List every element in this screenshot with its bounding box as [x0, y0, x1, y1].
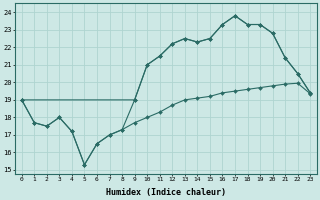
X-axis label: Humidex (Indice chaleur): Humidex (Indice chaleur) — [106, 188, 226, 197]
